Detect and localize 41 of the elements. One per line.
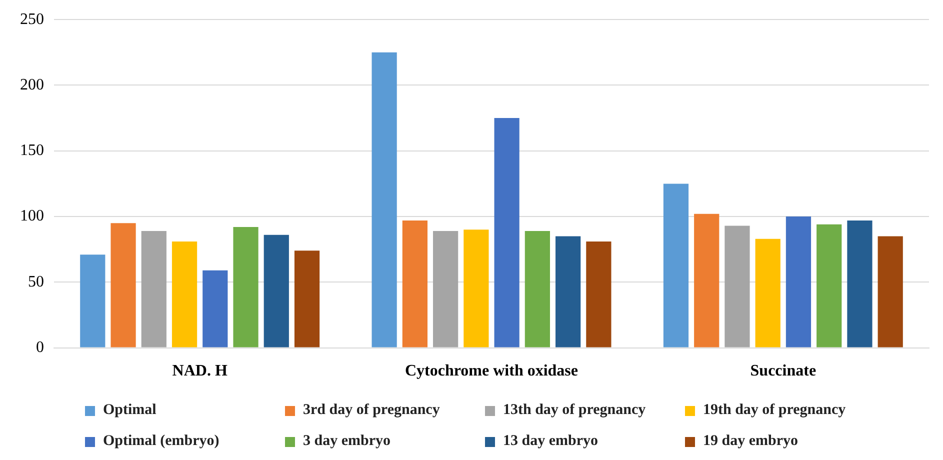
bar [724,226,750,348]
bar [694,214,720,348]
y-tick-label: 100 [20,208,44,225]
bar [663,184,689,348]
bar [816,224,842,348]
legend-label: 13 day embryo [503,433,598,450]
bar [402,220,428,348]
y-tick-label: 200 [20,76,44,94]
bar [755,238,780,348]
bar [264,234,289,348]
bar [878,236,903,348]
x-tick-label: Succinate [750,362,816,380]
bar [494,118,520,348]
legend-label: Optimal [103,402,156,419]
bar [586,241,612,348]
y-tick-label: 250 [20,10,44,28]
legend-label: 3 day embryo [303,433,390,450]
bar [233,227,258,348]
bar [294,250,320,348]
bar [786,216,812,348]
y-tick-label: 150 [20,142,44,160]
bar [172,241,198,348]
legend-label: 19 day embryo [703,433,798,450]
bar [847,220,872,348]
bar [524,230,550,348]
y-tick-label: 50 [28,273,44,290]
bar [556,236,581,348]
bar [464,230,489,348]
y-tick-label: 0 [36,339,44,356]
bar [202,270,228,348]
bar [372,52,397,348]
bar [80,254,106,348]
legend-label: Optimal (embryo) [103,433,220,450]
bar [433,230,458,348]
x-tick-label: NAD. H [172,362,228,380]
legend-label: 19th day of pregnancy [703,402,846,419]
bar [110,223,136,348]
legend-label: 3rd day of pregnancy [303,402,440,419]
bar [141,230,166,348]
x-tick-label: Cytochrome with oxidase [404,362,578,380]
legend-label: 13th day of pregnancy [503,402,646,419]
